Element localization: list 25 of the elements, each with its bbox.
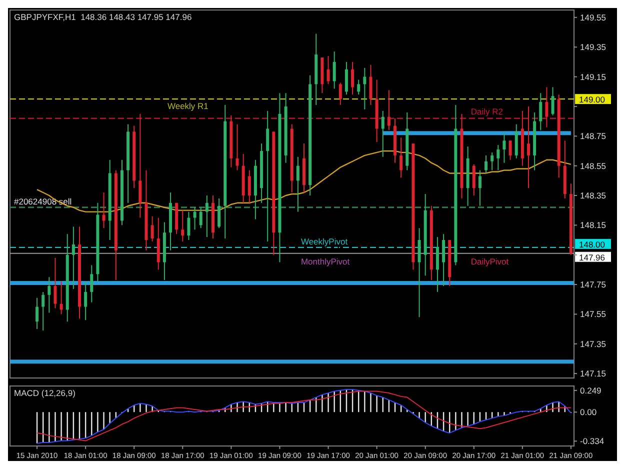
text: 148.00 bbox=[579, 239, 606, 250]
y-tick-label: 0.00 bbox=[580, 407, 597, 418]
annotation: DailyPivot bbox=[470, 256, 510, 266]
y-tick-label: 147.75 bbox=[580, 280, 606, 290]
y-tick-label: 147.35 bbox=[580, 338, 606, 349]
ref-line-label: WeeklyPivot bbox=[300, 236, 348, 246]
y-tick-label: 0.249 bbox=[580, 385, 602, 396]
y-tick-label: 148.75 bbox=[580, 131, 606, 142]
y-tick-label: 149.35 bbox=[580, 42, 606, 52]
y-tick-label: 147.55 bbox=[580, 309, 606, 320]
y-tick-label: 148.15 bbox=[580, 220, 606, 230]
y-tick-label: 148.55 bbox=[580, 160, 606, 171]
ref-line-label: Weekly R1 bbox=[167, 101, 209, 112]
y-tick-label: 147.15 bbox=[580, 368, 606, 379]
chart-title: GBPJPYFXF,H1 148.36 148.43 147.95 147.96 bbox=[14, 12, 192, 22]
chart-title: MACD (12,26,9) bbox=[14, 388, 76, 398]
ref-line-label: Daily R2 bbox=[470, 106, 504, 116]
ref-line-label: #20624908 sell bbox=[14, 196, 72, 206]
y-tick-label: 148.35 bbox=[580, 190, 606, 200]
annotation: MonthlyPivot bbox=[300, 256, 350, 266]
y-tick-label: 149.55 bbox=[580, 12, 606, 22]
y-tick-label: 149.15 bbox=[580, 72, 606, 82]
text: 147.96 bbox=[579, 252, 606, 262]
y-tick-label: -0.334 bbox=[580, 436, 604, 446]
text: 149.00 bbox=[579, 94, 606, 105]
